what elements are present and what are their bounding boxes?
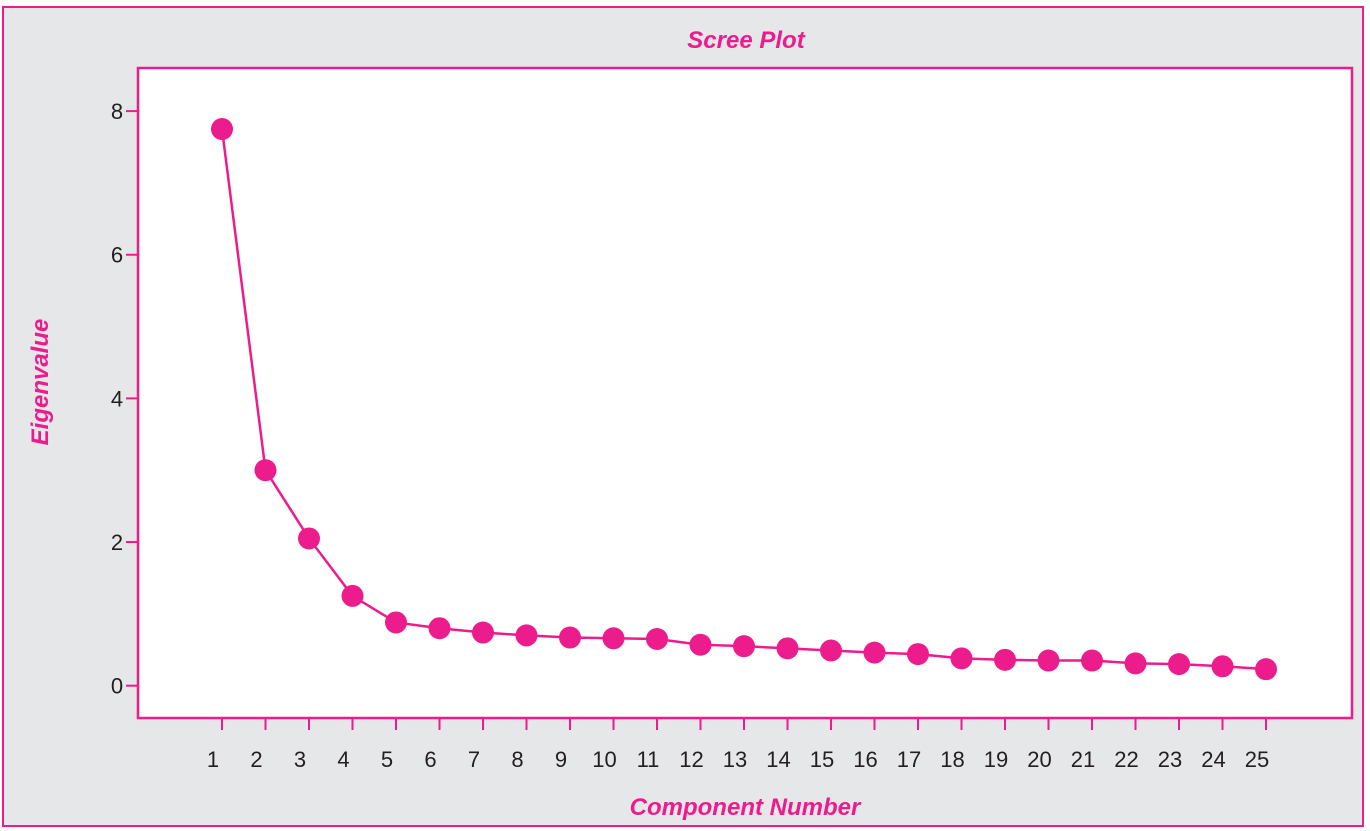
data-point (994, 648, 1016, 671)
x-axis-title: Component Number (630, 794, 862, 821)
data-point (1037, 649, 1060, 672)
data-point (1168, 653, 1190, 676)
x-tick-label: 12 (679, 747, 703, 772)
x-tick-label: 19 (984, 747, 1008, 772)
plot-area (136, 66, 1354, 720)
x-tick-label: 10 (592, 747, 616, 772)
data-point (950, 647, 973, 670)
y-tick-label: 6 (111, 243, 123, 268)
x-tick-label: 24 (1201, 747, 1225, 772)
data-point (1255, 658, 1277, 681)
data-point (602, 627, 625, 650)
data-point (211, 118, 233, 141)
x-tick-label: 17 (897, 747, 921, 772)
data-point (689, 633, 712, 656)
y-axis: 0 2 4 6 8 (111, 99, 137, 699)
x-tick-label: 22 (1114, 747, 1138, 772)
data-point (472, 621, 494, 644)
data-point (559, 626, 581, 649)
series-eigenvalues (211, 118, 1277, 681)
y-tick-label: 4 (111, 386, 123, 411)
x-tick-label: 7 (468, 747, 480, 772)
data-point (646, 627, 668, 650)
data-point (907, 643, 929, 666)
chart-title: Scree Plot (687, 27, 805, 54)
x-tick-label: 9 (555, 747, 567, 772)
data-point (733, 635, 755, 658)
x-tick-label: 25 (1245, 747, 1269, 772)
x-tick-label: 8 (511, 747, 523, 772)
data-point (298, 527, 320, 550)
data-point (1081, 649, 1103, 672)
y-tick-label: 2 (111, 530, 123, 555)
x-tick-label: 15 (810, 747, 834, 772)
x-tick-label: 16 (853, 747, 877, 772)
x-tick-label: 2 (250, 747, 262, 772)
y-tick-label: 0 (111, 674, 123, 699)
x-tick-label: 23 (1158, 747, 1182, 772)
x-tick-label: 21 (1071, 747, 1095, 772)
data-point (863, 641, 886, 664)
data-point (1124, 652, 1147, 675)
data-point (1211, 655, 1234, 678)
x-tick-label: 14 (766, 747, 790, 772)
x-tick-label: 4 (337, 747, 349, 772)
x-axis: 1 2 3 4 5 6 7 8 9 10 11 12 13 14 15 16 17 18 19 20 21 22 23 24 2… (207, 719, 1269, 772)
data-point (820, 639, 842, 662)
x-tick-label: 1 (207, 747, 219, 772)
data-point (428, 617, 451, 640)
x-tick-label: 13 (723, 747, 747, 772)
x-tick-label: 6 (424, 747, 436, 772)
data-point (385, 611, 407, 634)
data-point (341, 584, 364, 607)
y-tick-label: 8 (111, 99, 123, 124)
y-axis-title: Eigenvalue (27, 319, 54, 446)
data-point (515, 624, 538, 647)
x-tick-label: 3 (294, 747, 306, 772)
x-tick-label: 20 (1027, 747, 1051, 772)
x-tick-label: 18 (940, 747, 964, 772)
x-tick-label: 11 (637, 747, 660, 772)
data-point (254, 459, 277, 482)
x-tick-label: 5 (381, 747, 393, 772)
data-point (776, 637, 799, 660)
